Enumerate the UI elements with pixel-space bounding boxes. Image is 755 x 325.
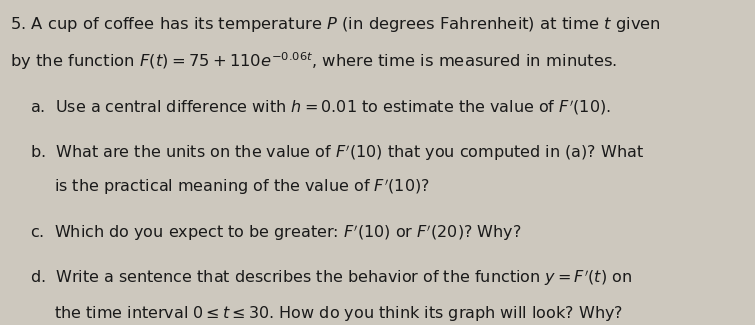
Text: by the function $F(t) = 75 + 110e^{-0.06t}$, where time is measured in minutes.: by the function $F(t) = 75 + 110e^{-0.06… [10,50,617,72]
Text: c.  Which do you expect to be greater: $F'(10)$ or $F'(20)$? Why?: c. Which do you expect to be greater: $F… [30,223,522,243]
Text: d.  Write a sentence that describes the behavior of the function $y = F'(t)$ on: d. Write a sentence that describes the b… [30,268,633,288]
Text: a.  Use a central difference with $h = 0.01$ to estimate the value of $F'(10)$.: a. Use a central difference with $h = 0.… [30,98,611,117]
Text: b.  What are the units on the value of $F'(10)$ that you computed in (a)? What: b. What are the units on the value of $F… [30,143,644,163]
Text: 5. A cup of coffee has its temperature $P$ (in degrees Fahrenheit) at time $t$ g: 5. A cup of coffee has its temperature $… [10,15,661,33]
Text: the time interval $0 \leq t \leq 30$. How do you think its graph will look? Why?: the time interval $0 \leq t \leq 30$. Ho… [54,304,624,323]
Text: is the practical meaning of the value of $F'(10)$?: is the practical meaning of the value of… [54,177,430,197]
